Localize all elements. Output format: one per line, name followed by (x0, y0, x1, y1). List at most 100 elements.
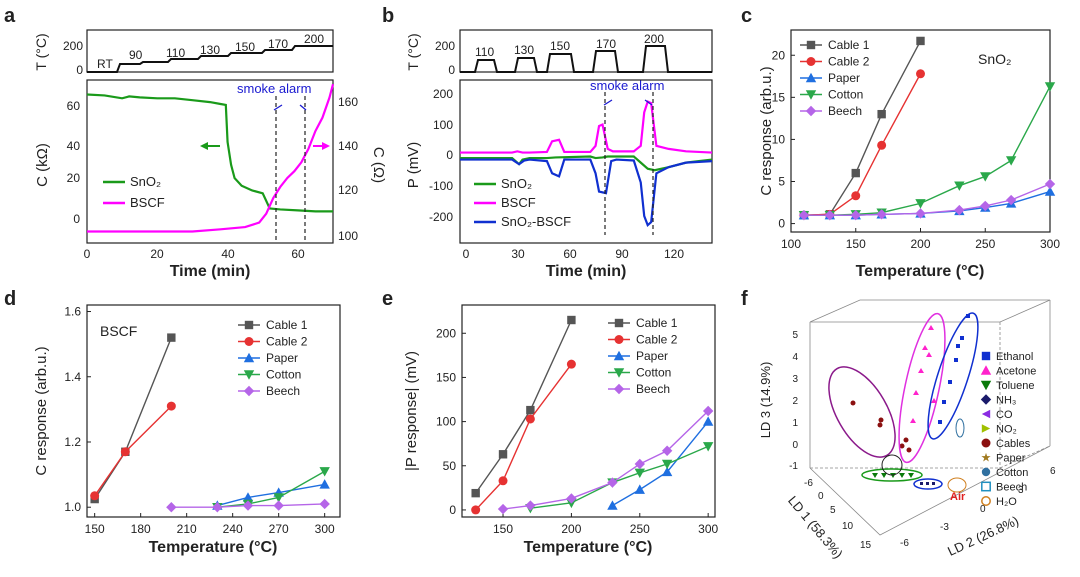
e-xtick-label: 300 (698, 522, 718, 536)
b-temp-tick-0: 0 (448, 63, 455, 77)
c-xtick-label: 250 (975, 237, 995, 251)
a-xlabel: Time (min) (170, 263, 251, 280)
f-ld3-tick-4: 4 (792, 352, 798, 363)
f-cluster-co-ellipse (881, 454, 903, 476)
a-step-rt: RT (97, 57, 113, 71)
a-step-130: 130 (200, 43, 220, 57)
d-inset-title: BSCF (100, 323, 137, 339)
b-ytick-m200: -200 (429, 210, 453, 224)
d-series-line-paper (217, 483, 325, 507)
panel-a: a RT 90 110 130 150 170 200 0 200 T (°C)… (4, 5, 387, 280)
c-ytick-label: 10 (772, 132, 786, 146)
e-xtick-label: 200 (561, 522, 581, 536)
e-series-line-cotton (530, 445, 709, 509)
f-ld1-tick-m6: -6 (804, 478, 813, 489)
c-legend-marker (805, 72, 817, 83)
c-ytick-label: 20 (772, 48, 786, 62)
f-legend-marker-5 (981, 424, 991, 433)
d-point-beech (166, 502, 177, 513)
e-legend-marker (614, 335, 624, 344)
b-xtick-60: 60 (563, 247, 577, 261)
e-plot-area (471, 315, 714, 515)
f-legend: Ethanol Acetone Toluene NH₃ CO NO₂ Cables ★ Pape… (981, 351, 1037, 508)
b-step-110: 110 (475, 45, 494, 59)
a-legend: SnO₂ BSCF (103, 174, 165, 210)
d-point-cable-2 (166, 401, 176, 411)
b-ytick-0: 0 (446, 148, 453, 162)
a-ylabel: C (kΩ) (34, 143, 51, 187)
c-xtick-label: 200 (910, 237, 930, 251)
c-point-beech (824, 209, 836, 221)
f-ld1-label: LD 1 (58.3%) (785, 493, 846, 561)
d-point-cable-1 (167, 333, 176, 342)
e-point-cotton (634, 468, 645, 479)
a-rtick-100: 100 (338, 229, 358, 243)
f-legend-label-7: Paper (996, 453, 1026, 465)
e-point-cotton (661, 459, 673, 470)
c-xlabel: Temperature (°C) (856, 263, 985, 280)
e-legend: Cable 1 Cable 2 Paper Cotton Beech (608, 316, 678, 396)
f-ld1-tick-0: 0 (818, 491, 824, 502)
b-alarm-arrow-1 (603, 99, 613, 106)
c-point-beech (980, 200, 991, 212)
f-legend-marker-9 (981, 481, 991, 492)
e-xlabel: Temperature (°C) (524, 539, 653, 556)
a-alarm-arrow-2 (299, 104, 307, 111)
e-axes: 150 200 250 300 0 50 100 150 200 (436, 326, 719, 536)
d-xtick-label: 270 (269, 522, 289, 536)
d-legend: Cable 1 Cable 2 Paper Cotton Beech (238, 318, 308, 398)
c-point-beech (850, 209, 861, 221)
c-plot-area (798, 36, 1056, 221)
d-xlabel: Temperature (°C) (149, 539, 278, 556)
c-point-cotton (915, 199, 926, 209)
c-point-cable-2 (916, 69, 925, 79)
d-xtick-label: 300 (315, 522, 335, 536)
panel-f: f -1 0 1 2 3 4 5 LD 3 (14.9%) -6 0 5 10 … (741, 288, 1056, 561)
c-point-cable-1 (877, 109, 886, 119)
a-ytick-60: 60 (67, 99, 81, 113)
a-right-ticks: 100 120 140 160 (338, 95, 358, 243)
f-cluster-toluene-ellipse (861, 468, 923, 482)
b-step-200: 200 (644, 32, 664, 46)
c-xtick-label: 300 (1040, 237, 1060, 251)
f-legend-marker-10 (981, 496, 991, 506)
d-legend-marker (243, 352, 255, 363)
c-point-cotton (980, 172, 991, 182)
f-legend-marker-6 (981, 438, 991, 448)
f-ld2-tick-m3: -3 (940, 522, 949, 533)
a-series-sno2 (86, 93, 333, 213)
f-ld1-ticks: -6 0 5 10 15 (804, 478, 872, 551)
e-series-line-cable-2 (475, 363, 572, 511)
f-legend-marker-8 (981, 467, 991, 477)
e-point-paper (661, 466, 673, 477)
e-point-cable-2 (525, 414, 535, 424)
c-legend-label: Cable 1 (828, 38, 870, 52)
a-ytick-20: 20 (67, 171, 81, 185)
e-point-cable-1 (526, 405, 535, 415)
a-magenta-arrow (313, 142, 330, 150)
c-legend-marker (806, 57, 816, 66)
d-xtick-label: 180 (131, 522, 151, 536)
d-point-paper (242, 492, 254, 502)
f-cluster-acetone-ellipse (898, 312, 946, 464)
a-step-110: 110 (166, 46, 185, 60)
c-point-cotton (1005, 156, 1017, 166)
c-ytick-label: 5 (778, 175, 785, 189)
b-ytick-100: 100 (433, 118, 453, 132)
e-ytick-label: 150 (436, 370, 456, 384)
f-box (809, 299, 1051, 536)
d-xtick-label: 150 (85, 522, 105, 536)
c-axes: 100 150 200 250 300 0 5 10 15 20 (772, 48, 1061, 251)
f-legend-label-2: Toluene (996, 380, 1035, 392)
f-air-label: Air (950, 491, 966, 503)
f-legend-marker-7: ★ (981, 451, 992, 465)
f-acetone-points (910, 325, 937, 423)
d-point-cotton (319, 467, 330, 477)
d-ylabel: C response (arb.u.) (33, 346, 50, 475)
e-legend-marker (613, 368, 625, 378)
f-cluster-h2o-ellipse (947, 477, 967, 493)
b-main-frame (459, 79, 713, 244)
a-temp-trace (87, 45, 333, 73)
a-temp-ylabel: T (°C) (33, 33, 49, 70)
c-point-beech (1044, 178, 1056, 190)
